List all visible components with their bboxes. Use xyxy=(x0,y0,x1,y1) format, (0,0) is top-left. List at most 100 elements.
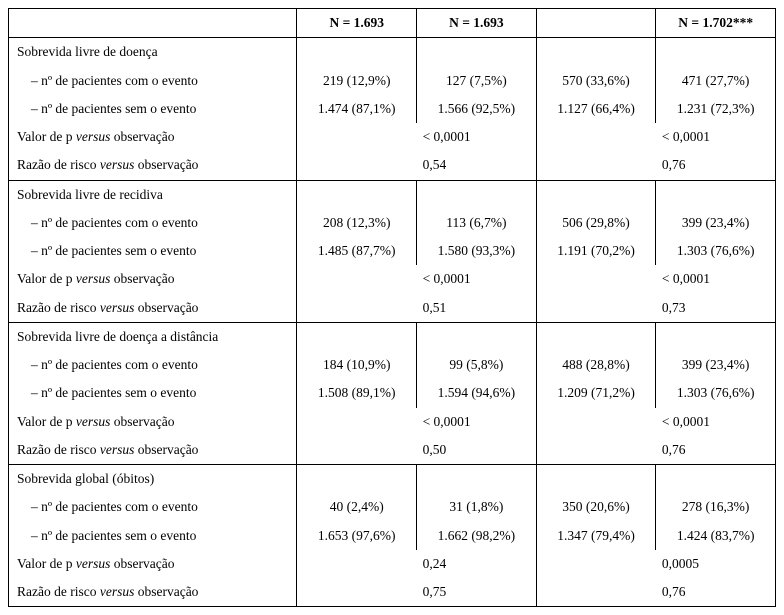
label-hr: Razão de risco versus observação xyxy=(9,436,297,465)
value: 99 (5,8%) xyxy=(417,351,537,379)
value: 1.209 (71,2%) xyxy=(536,379,656,407)
value: 1.653 (97,6%) xyxy=(297,522,417,550)
section-title-text: Sobrevida global (óbitos) xyxy=(9,465,297,494)
value: 1.508 (89,1%) xyxy=(297,379,417,407)
value: 1.474 (87,1%) xyxy=(297,95,417,123)
value: 488 (28,8%) xyxy=(536,351,656,379)
label-hr: Razão de risco versus observação xyxy=(9,578,297,607)
value: 1.566 (92,5%) xyxy=(417,95,537,123)
cell xyxy=(536,180,656,209)
value: 208 (12,3%) xyxy=(297,209,417,237)
row-p-value: Valor de p versus observação < 0,0001 < 0,… xyxy=(9,123,776,151)
value: 570 (33,6%) xyxy=(536,67,656,95)
p-value-1: < 0,0001 xyxy=(417,123,537,151)
header-blank-1 xyxy=(9,9,297,38)
hr-value-1: 0,75 xyxy=(417,578,537,607)
value: 1.191 (70,2%) xyxy=(536,237,656,265)
label-p: Valor de p versus observação xyxy=(9,265,297,293)
value: 1.485 (87,7%) xyxy=(297,237,417,265)
hr-value-1: 0,51 xyxy=(417,294,537,323)
p-value-1: 0,24 xyxy=(417,550,537,578)
row-with-event: – nº de pacientes com o evento184 (10,9%… xyxy=(9,351,776,379)
hr-value-2: 0,76 xyxy=(656,151,776,180)
section-title: Sobrevida livre de recidiva xyxy=(9,180,776,209)
label-p: Valor de p versus observação xyxy=(9,408,297,436)
label-p: Valor de p versus observação xyxy=(9,123,297,151)
row-hazard-ratio: Razão de risco versus observação0,500,76 xyxy=(9,436,776,465)
cell xyxy=(536,465,656,494)
header-row: N = 1.693N = 1.693N = 1.702*** xyxy=(9,9,776,38)
row-p-value: Valor de p versus observação< 0,0001< 0,… xyxy=(9,408,776,436)
value: 399 (23,4%) xyxy=(656,351,776,379)
hr-value-1: 0,50 xyxy=(417,436,537,465)
hr-value-2: 0,76 xyxy=(656,578,776,607)
label-without-event: – nº de pacientes sem o evento xyxy=(9,379,297,407)
p-left-1 xyxy=(297,408,417,436)
label-without-event: – nº de pacientes sem o evento xyxy=(9,95,297,123)
cell xyxy=(656,322,776,351)
cell xyxy=(297,322,417,351)
row-hazard-ratio: Razão de risco versus observação0,540,76 xyxy=(9,151,776,180)
hr-left-1 xyxy=(297,294,417,323)
p-left-1 xyxy=(297,550,417,578)
hr-left-1 xyxy=(297,436,417,465)
row-without-event: – nº de pacientes sem o evento1.485 (87,… xyxy=(9,237,776,265)
label-hr: Razão de risco versus observação xyxy=(9,294,297,323)
cell xyxy=(656,38,776,67)
section-title-text: Sobrevida livre de recidiva xyxy=(9,180,297,209)
row-without-event: – nº de pacientes sem o evento1.653 (97,… xyxy=(9,522,776,550)
cell xyxy=(417,180,537,209)
value: 1.662 (98,2%) xyxy=(417,522,537,550)
label-p: Valor de p versus observação xyxy=(9,550,297,578)
hr-left-1 xyxy=(297,578,417,607)
hr-value-2: 0,73 xyxy=(656,294,776,323)
value: 1.594 (94,6%) xyxy=(417,379,537,407)
p-left-1 xyxy=(297,265,417,293)
row-with-event: – nº de pacientes com o evento40 (2,4%)3… xyxy=(9,493,776,521)
section-title-text: Sobrevida livre de doença a distância xyxy=(9,322,297,351)
value: 127 (7,5%) xyxy=(417,67,537,95)
header-n1: N = 1.693 xyxy=(297,9,417,38)
value: 1.424 (83,7%) xyxy=(656,522,776,550)
cell xyxy=(536,38,656,67)
row-without-event: – nº de pacientes sem o evento1.474 (87,… xyxy=(9,95,776,123)
cell xyxy=(417,465,537,494)
label-with-event: – nº de pacientes com o evento xyxy=(9,493,297,521)
header-blank-2 xyxy=(536,9,656,38)
value: 1.303 (76,6%) xyxy=(656,237,776,265)
row-hazard-ratio: Razão de risco versus observação 0,51 0,73 xyxy=(9,294,776,323)
p-left-2 xyxy=(536,550,656,578)
p-value-1: < 0,0001 xyxy=(417,265,537,293)
cell xyxy=(297,180,417,209)
p-value-2: < 0,0001 xyxy=(656,265,776,293)
section-title: Sobrevida livre de doença xyxy=(9,38,776,67)
label-without-event: – nº de pacientes sem o evento xyxy=(9,237,297,265)
value: 1.231 (72,3%) xyxy=(656,95,776,123)
cell xyxy=(417,322,537,351)
p-left-2 xyxy=(536,265,656,293)
header-n2: N = 1.693 xyxy=(417,9,537,38)
cell xyxy=(297,38,417,67)
label-with-event: – nº de pacientes com o evento xyxy=(9,209,297,237)
hr-left-2 xyxy=(536,151,656,180)
row-p-value: Valor de p versus observação 0,24 0,0005 xyxy=(9,550,776,578)
cell xyxy=(656,465,776,494)
label-with-event: – nº de pacientes com o evento xyxy=(9,67,297,95)
label-hr: Razão de risco versus observação xyxy=(9,151,297,180)
hr-left-1 xyxy=(297,151,417,180)
value: 1.580 (93,3%) xyxy=(417,237,537,265)
p-value-2: < 0,0001 xyxy=(656,123,776,151)
p-value-2: 0,0005 xyxy=(656,550,776,578)
section-title: Sobrevida global (óbitos) xyxy=(9,465,776,494)
p-left-2 xyxy=(536,123,656,151)
row-p-value: Valor de p versus observação < 0,0001 < 0,… xyxy=(9,265,776,293)
table-body: N = 1.693N = 1.693N = 1.702***Sobrevida … xyxy=(9,9,776,607)
label-with-event: – nº de pacientes com o evento xyxy=(9,351,297,379)
value: 506 (29,8%) xyxy=(536,209,656,237)
value: 278 (16,3%) xyxy=(656,493,776,521)
value: 40 (2,4%) xyxy=(297,493,417,521)
value: 113 (6,7%) xyxy=(417,209,537,237)
cell xyxy=(297,465,417,494)
hr-left-2 xyxy=(536,294,656,323)
row-with-event: – nº de pacientes com o evento219 (12,9%… xyxy=(9,67,776,95)
